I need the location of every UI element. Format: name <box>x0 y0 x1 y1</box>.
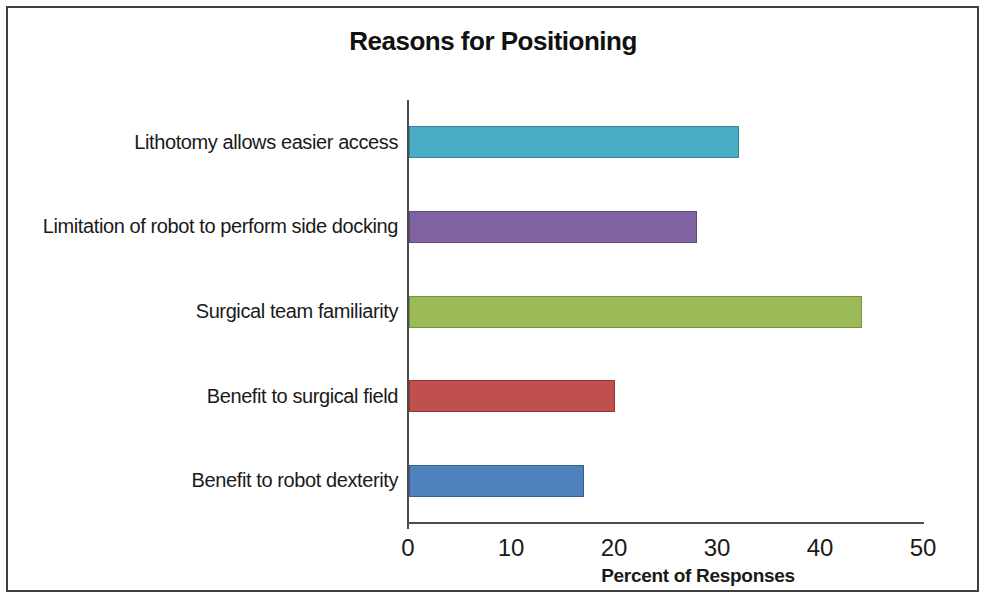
bar <box>409 296 862 328</box>
x-tick-label: 50 <box>883 534 963 562</box>
bar <box>409 465 584 497</box>
x-axis-title: Percent of Responses <box>601 565 795 587</box>
chart-title: Reasons for Positioning <box>0 26 986 57</box>
x-tick-label: 20 <box>574 534 654 562</box>
bar <box>409 380 615 412</box>
x-tick-label: 0 <box>368 534 448 562</box>
x-axis-line <box>407 522 924 524</box>
category-label: Benefit to robot dexterity <box>12 438 398 523</box>
category-label: Limitation of robot to perform side dock… <box>12 185 398 270</box>
x-tick-label: 30 <box>677 534 757 562</box>
category-label: Benefit to surgical field <box>12 354 398 439</box>
bar <box>409 211 697 243</box>
x-tick-label: 40 <box>780 534 860 562</box>
figure-canvas: Reasons for Positioning Lithotomy allows… <box>0 0 986 604</box>
category-label: Lithotomy allows easier access <box>12 100 398 185</box>
category-label: Surgical team familiarity <box>12 269 398 354</box>
x-tick-label: 10 <box>471 534 551 562</box>
bar <box>409 126 739 158</box>
